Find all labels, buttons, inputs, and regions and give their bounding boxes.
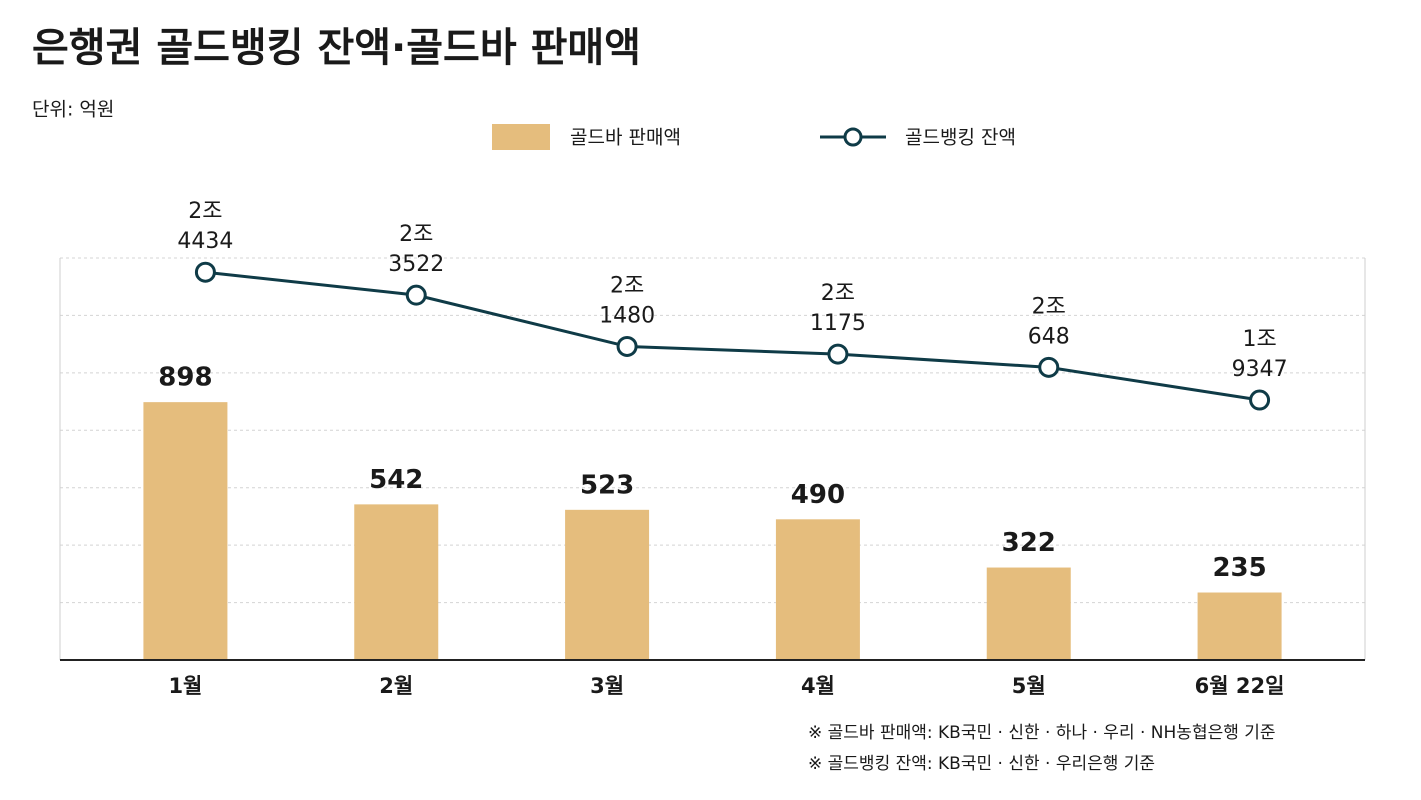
line-marker — [194, 261, 216, 283]
line-value-label: 648 — [1028, 324, 1070, 349]
bar-value-label: 542 — [369, 465, 423, 495]
line-value-label: 4434 — [177, 229, 233, 254]
line-series — [205, 270, 1260, 402]
line-marker — [405, 284, 427, 306]
line-value-label: 2조 — [1032, 294, 1066, 319]
line-value-label: 2조 — [188, 199, 222, 224]
bar — [143, 402, 228, 660]
footnote: ※ 골드뱅킹 잔액: KB국민 · 신한 · 우리은행 기준 — [808, 754, 1155, 774]
line-marker — [1249, 389, 1271, 411]
bar-value-label: 523 — [580, 470, 634, 500]
x-tick-label: 3월 — [590, 674, 624, 698]
line-value-label: 1480 — [599, 303, 655, 328]
line-value-label: 1175 — [810, 311, 866, 336]
x-tick-label: 4월 — [801, 674, 835, 698]
line-value-label: 3522 — [388, 252, 444, 277]
line-value-label: 9347 — [1232, 357, 1288, 382]
unit-label: 단위: 억원 — [32, 99, 114, 121]
line-value-label: 1조 — [1242, 327, 1276, 352]
bar — [986, 567, 1071, 660]
bar — [775, 519, 860, 660]
x-tick-label: 5월 — [1012, 674, 1046, 698]
bar-value-label: 322 — [1002, 528, 1056, 558]
bar-value-label: 235 — [1212, 553, 1266, 583]
line-marker — [616, 335, 638, 357]
legend-line-marker — [843, 127, 863, 147]
x-tick-label: 1월 — [168, 674, 202, 698]
line-value-label: 2조 — [821, 281, 855, 306]
bar-value-label: 490 — [791, 480, 845, 510]
chart-title: 은행권 골드뱅킹 잔액·골드바 판매액 — [32, 25, 641, 71]
legend-label: 골드뱅킹 잔액 — [905, 127, 1016, 149]
x-tick-label: 2월 — [379, 674, 413, 698]
legend-bar-swatch — [492, 124, 550, 150]
footnote: ※ 골드바 판매액: KB국민 · 신한 · 하나 · 우리 · NH농협은행 … — [808, 723, 1276, 743]
line-value-label: 2조 — [610, 273, 644, 298]
x-tick-label: 6월 22일 — [1195, 674, 1285, 698]
bar — [354, 504, 439, 660]
bar — [565, 509, 650, 660]
line-marker — [1038, 356, 1060, 378]
line-value-label: 2조 — [399, 222, 433, 247]
bar-value-label: 898 — [158, 363, 212, 393]
line-marker — [827, 343, 849, 365]
legend-label: 골드바 판매액 — [570, 127, 681, 149]
bar — [1197, 592, 1282, 660]
